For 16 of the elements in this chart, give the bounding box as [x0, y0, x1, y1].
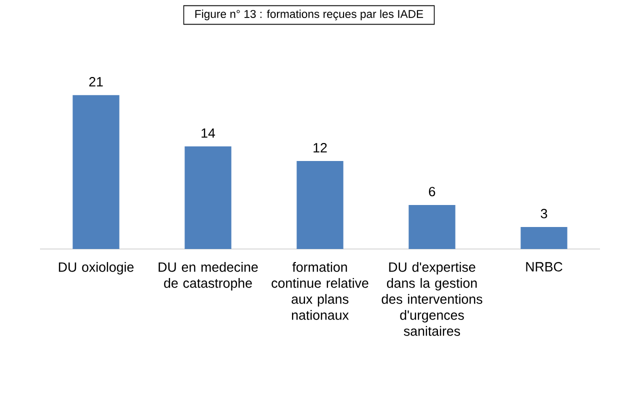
x-tick-label: DU en medecine de catastrophe	[158, 262, 258, 290]
bar	[72, 95, 120, 249]
data-label: 3	[540, 208, 548, 218]
data-label: 14	[202, 128, 216, 138]
data-label: 6	[428, 186, 436, 196]
bar	[296, 161, 344, 249]
bar	[520, 226, 568, 249]
x-tick-label: formation continue relative aux plans nationaux	[272, 262, 368, 320]
data-label: 21	[89, 77, 103, 86]
x-tick-label: NRBC	[526, 262, 562, 272]
x-tick-label: DU d'expertise dans la gestion des interventions d'urgences sanitaires	[382, 262, 482, 336]
bar	[408, 205, 456, 249]
x-tick-label: DU oxiologie	[58, 262, 134, 274]
data-label: 12	[314, 143, 327, 152]
chart-title: Figure n° 13 : formations reçues par les IADE	[195, 10, 424, 20]
bar	[184, 146, 232, 249]
